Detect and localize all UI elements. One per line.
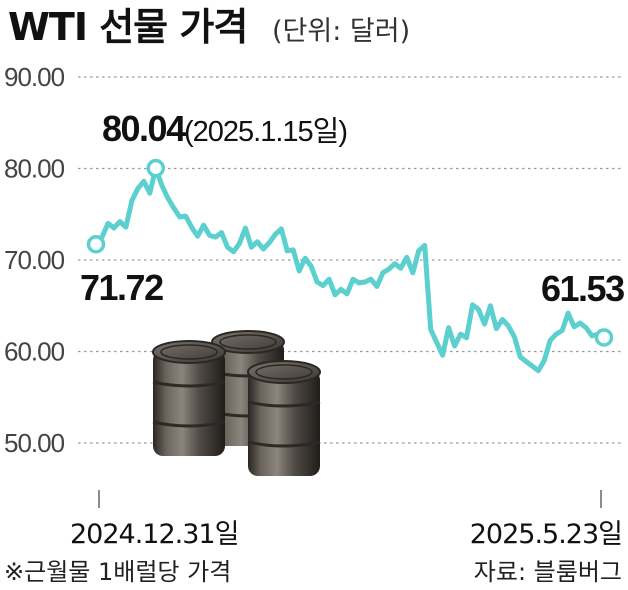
y-tick-label: 60.00 [4, 337, 65, 367]
oil-barrel-icon [247, 360, 321, 476]
y-tick-label: 90.00 [4, 62, 65, 92]
peak-date-label: (2025.1.15일) [184, 116, 347, 148]
chart-title: WTI 선물 가격 [8, 5, 247, 49]
oil-barrel-icon [152, 340, 226, 456]
start-value-label: 71.72 [80, 267, 163, 308]
footnote: ※근월물 1배럴당 가격 [4, 558, 231, 586]
oil-barrels-illustration [152, 330, 321, 476]
data-point-marker [146, 158, 166, 178]
peak-value-label: 80.04 [102, 108, 186, 149]
series-line [93, 165, 607, 374]
unit-label: (단위: 달러) [272, 16, 410, 47]
y-tick-label: 80.00 [4, 154, 65, 184]
y-tick-label: 50.00 [4, 428, 65, 458]
data-markers [86, 158, 614, 347]
data-point-marker [86, 235, 106, 254]
y-tick-label: 70.00 [4, 245, 65, 275]
end-value-label: 61.53 [541, 268, 624, 309]
y-axis-ticks: 90.00 80.00 70.00 60.00 50.00 [4, 62, 66, 458]
x-label-start: 2024.12.31일 [70, 519, 238, 550]
data-point-marker [594, 328, 614, 347]
source-label: 자료: 블룸버그 [474, 558, 622, 586]
x-label-end: 2025.5.23일 [470, 519, 622, 550]
